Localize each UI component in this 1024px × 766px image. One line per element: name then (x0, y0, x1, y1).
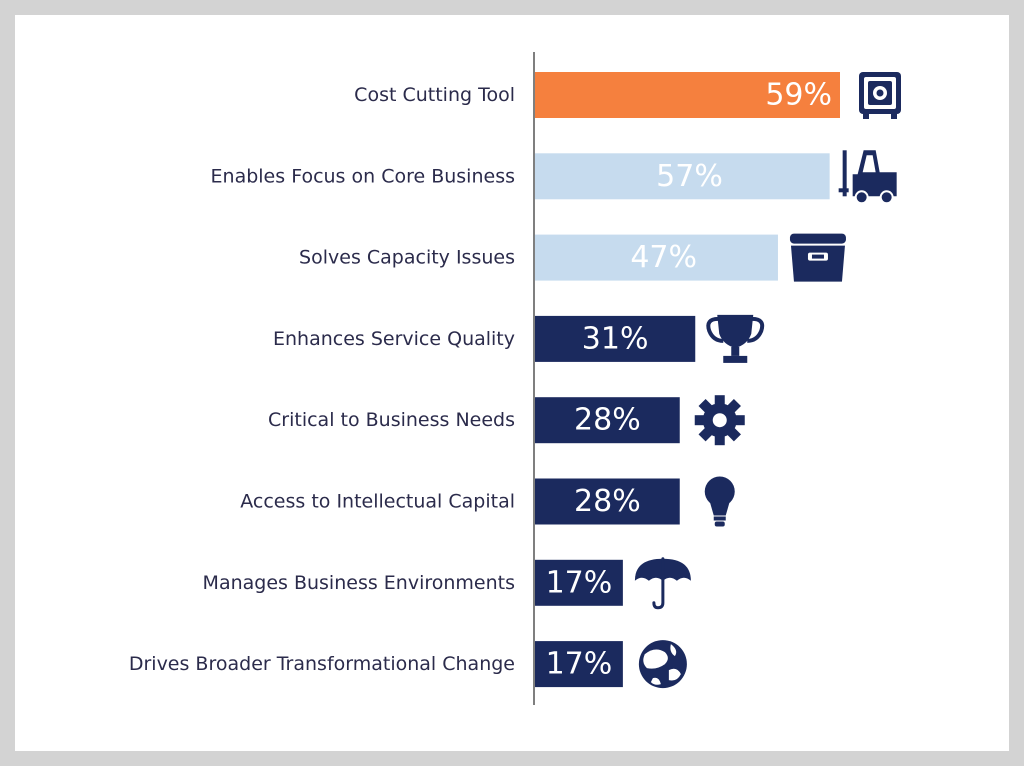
storage-bin-icon (789, 233, 846, 282)
value-label: 17% (546, 647, 613, 682)
value-label: 47% (630, 240, 697, 275)
bar (535, 315, 696, 362)
bar (535, 559, 623, 606)
bar (535, 72, 840, 118)
umbrella-icon (634, 557, 691, 610)
category-label: Manages Business Environments (203, 572, 515, 594)
category-label: Critical to Business Needs (268, 409, 515, 431)
lightbulb-icon (704, 476, 735, 527)
category-label: Solves Capacity Issues (299, 247, 515, 269)
bar-chart: Cost Cutting Tool 59% Enables Focus on Cor… (129, 52, 901, 705)
globe-icon (638, 640, 687, 689)
value-label: 57% (656, 159, 723, 194)
safe-icon (859, 72, 901, 119)
value-label: 28% (574, 484, 641, 519)
chart-frame: Cost Cutting Tool 59% Enables Focus on Cor… (15, 15, 1009, 751)
gear-icon (694, 395, 745, 446)
category-label: Cost Cutting Tool (354, 84, 515, 106)
bar (535, 478, 680, 525)
value-label: 31% (582, 321, 649, 356)
forklift-icon (838, 150, 897, 205)
bar (535, 153, 830, 200)
value-label: 28% (574, 403, 641, 438)
category-label: Enables Focus on Core Business (211, 165, 515, 187)
category-label: Access to Intellectual Capital (240, 491, 515, 513)
trophy-icon (706, 314, 765, 363)
category-label: Drives Broader Transformational Change (129, 653, 515, 675)
value-label: 59% (765, 78, 832, 113)
bar (535, 397, 680, 444)
value-label: 17% (546, 565, 613, 600)
bar (535, 641, 623, 688)
bar (535, 234, 778, 281)
category-label: Enhances Service Quality (273, 328, 515, 350)
